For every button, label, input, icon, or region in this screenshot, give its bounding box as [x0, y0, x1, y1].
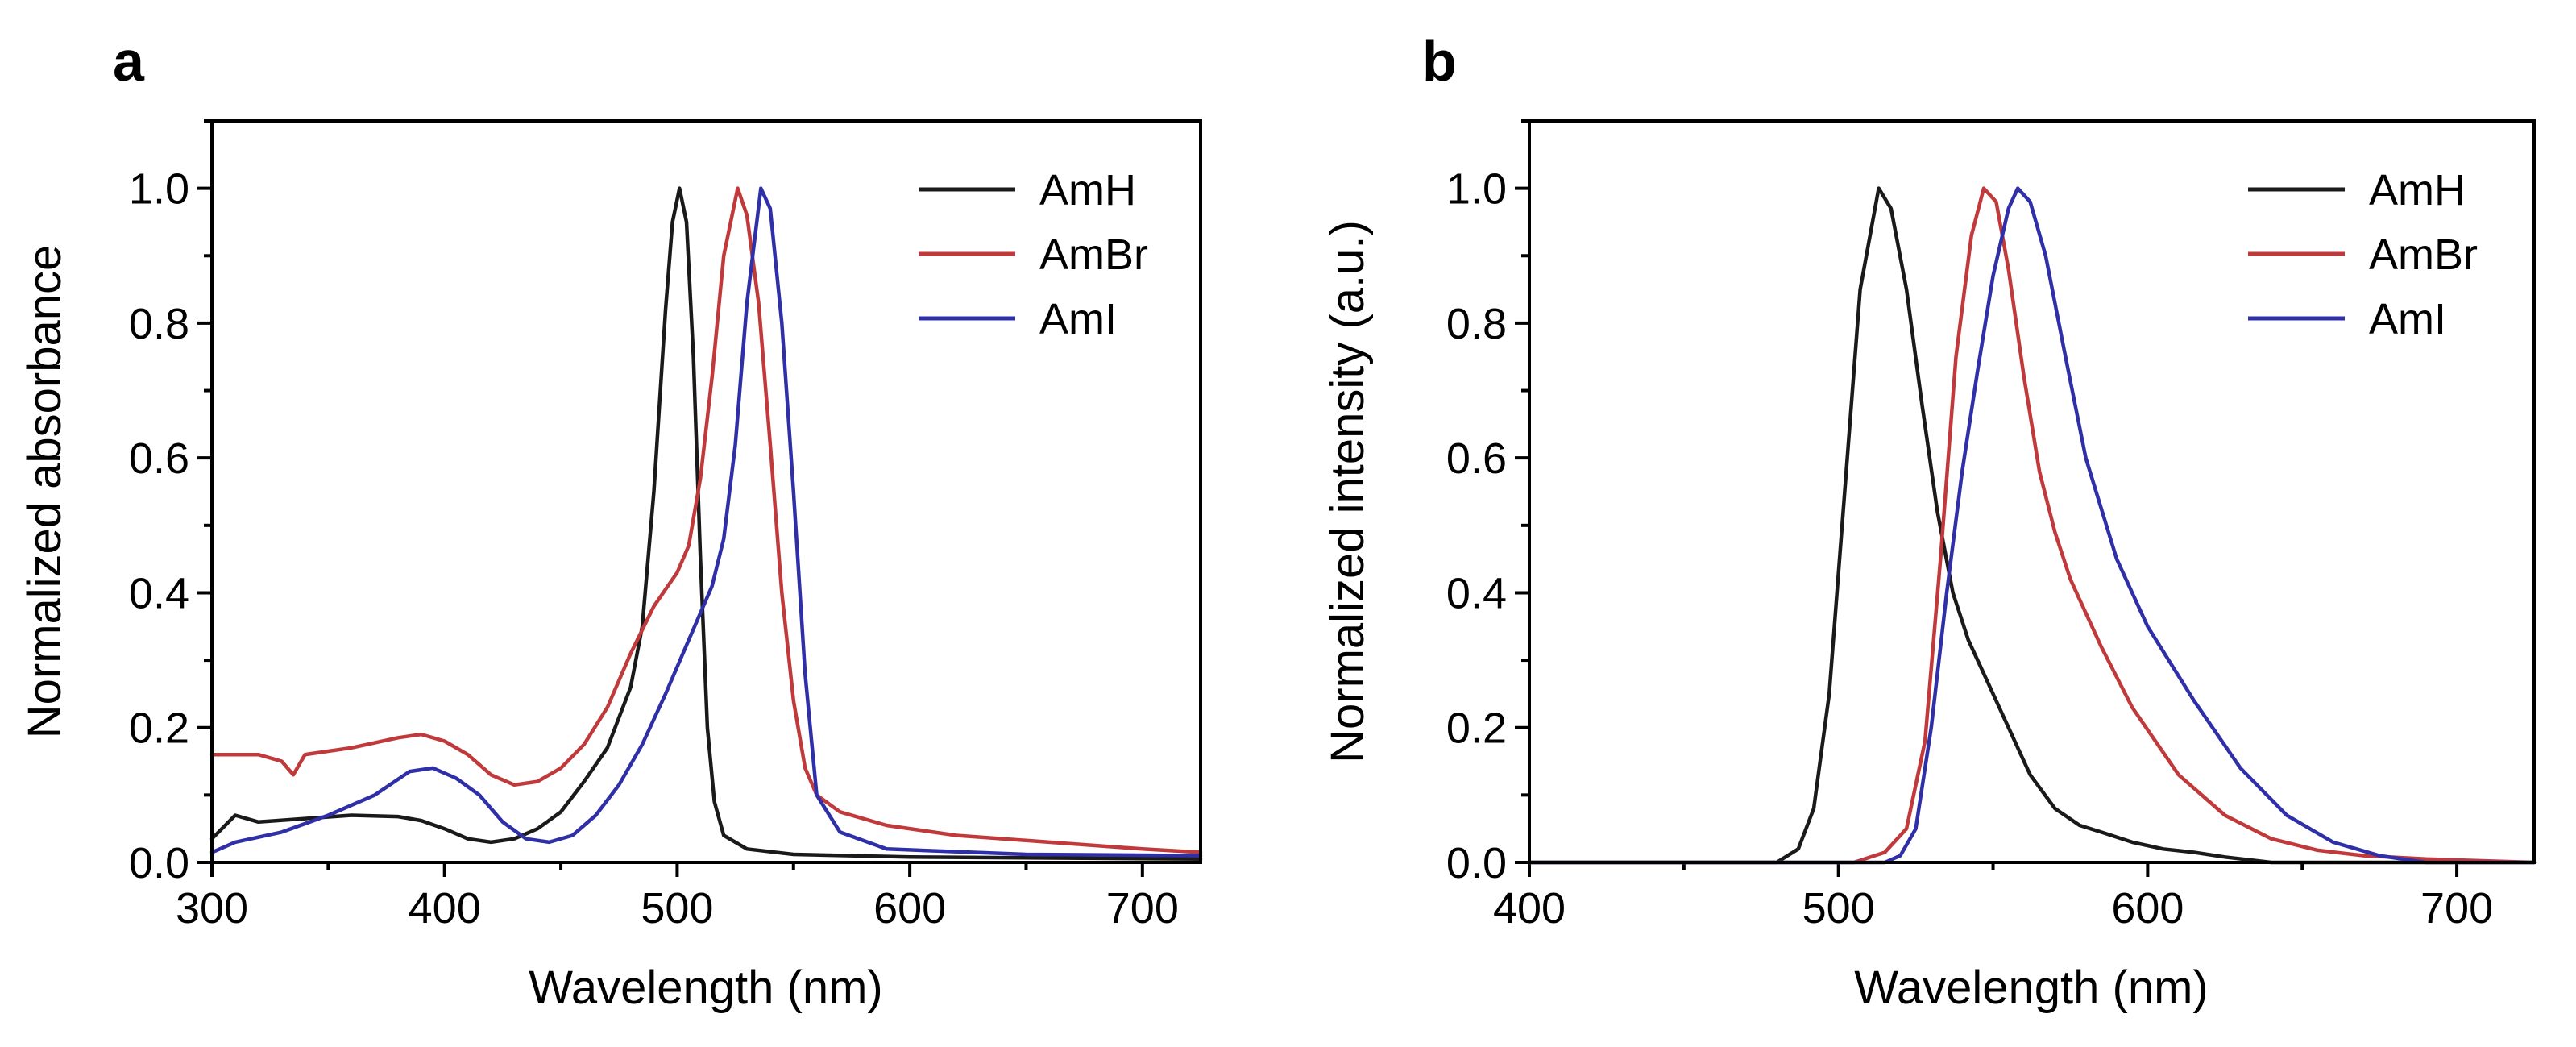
a-y-tick-label: 0.2: [129, 704, 189, 753]
b-y-tick-label: 1.0: [1446, 165, 1507, 214]
a-legend-label-ambr: AmBr: [1039, 231, 1148, 279]
b-series-ambr: [1527, 186, 2537, 865]
b-series-ami: [1527, 186, 2537, 865]
b-x-tick-label: 600: [2111, 884, 2184, 933]
b-y-tick-label: 0.2: [1446, 704, 1507, 753]
panel-b-y-axis-title: Normalized intensity (a.u.): [1321, 220, 1374, 763]
panel-b-series: [1527, 186, 2537, 865]
a-x-tick-label: 600: [873, 884, 946, 933]
a-x-tick-label: 700: [1106, 884, 1179, 933]
b-y-tick-label: 0.0: [1446, 839, 1507, 887]
panel-a-label: a: [113, 30, 145, 93]
a-series-ami: [209, 186, 1203, 858]
panel-a-x-axis-title: Wavelength (nm): [529, 962, 882, 1014]
b-y-tick-label: 0.6: [1446, 434, 1507, 483]
a-legend-label-ami: AmI: [1039, 295, 1117, 343]
a-y-tick-label: 0.0: [129, 839, 189, 887]
b-legend-label-ambr: AmBr: [2369, 231, 2478, 279]
a-x-tick-label: 500: [641, 884, 713, 933]
panel-a-ticks: 300 400 500 600 700 0.0 0.2 0.4 0.6 0.8 1.0: [129, 119, 1179, 933]
panel-b-label: b: [1422, 30, 1457, 93]
panel-a-legend: AmH AmBr AmI: [919, 166, 1148, 343]
panel-a: a 300 400 500 600 700 0.0 0.2 0.4 0.6 0.8 1.0 Wave…: [19, 30, 1203, 1014]
panel-b-plot-frame: [1528, 119, 2536, 864]
panel-a-plot-frame: [210, 119, 1202, 864]
a-y-tick-label: 0.4: [129, 569, 189, 617]
b-legend-label-ami: AmI: [2369, 295, 2446, 343]
a-x-tick-label: 300: [176, 884, 248, 933]
b-x-tick-label: 700: [2420, 884, 2493, 933]
panel-b-ticks: 400 500 600 700 0.0 0.2 0.4 0.6 0.8 1.0: [1446, 119, 2493, 933]
a-x-tick-label: 400: [409, 884, 481, 933]
panel-b-legend: AmH AmBr AmI: [2248, 166, 2478, 343]
b-series-amh: [1527, 186, 2537, 865]
a-y-tick-label: 0.6: [129, 434, 189, 483]
b-y-tick-label: 0.8: [1446, 300, 1507, 348]
b-legend-label-amh: AmH: [2369, 166, 2466, 214]
b-x-tick-label: 400: [1493, 884, 1566, 933]
a-series-amh: [209, 186, 1203, 862]
panel-a-series: [209, 186, 1203, 862]
a-legend-label-amh: AmH: [1039, 166, 1136, 214]
a-y-tick-label: 1.0: [129, 165, 189, 214]
a-series-ambr: [209, 186, 1203, 854]
panel-b: b 400 500 600 700 0.0 0.2 0.4 0.6 0.8 1.0 Wavelen…: [1321, 30, 2537, 1014]
panel-b-x-axis-title: Wavelength (nm): [1854, 962, 2208, 1014]
panel-a-y-axis-title: Normalized absorbance: [19, 245, 71, 739]
b-x-tick-label: 500: [1802, 884, 1875, 933]
b-y-tick-label: 0.4: [1446, 569, 1507, 617]
a-y-tick-label: 0.8: [129, 300, 189, 348]
